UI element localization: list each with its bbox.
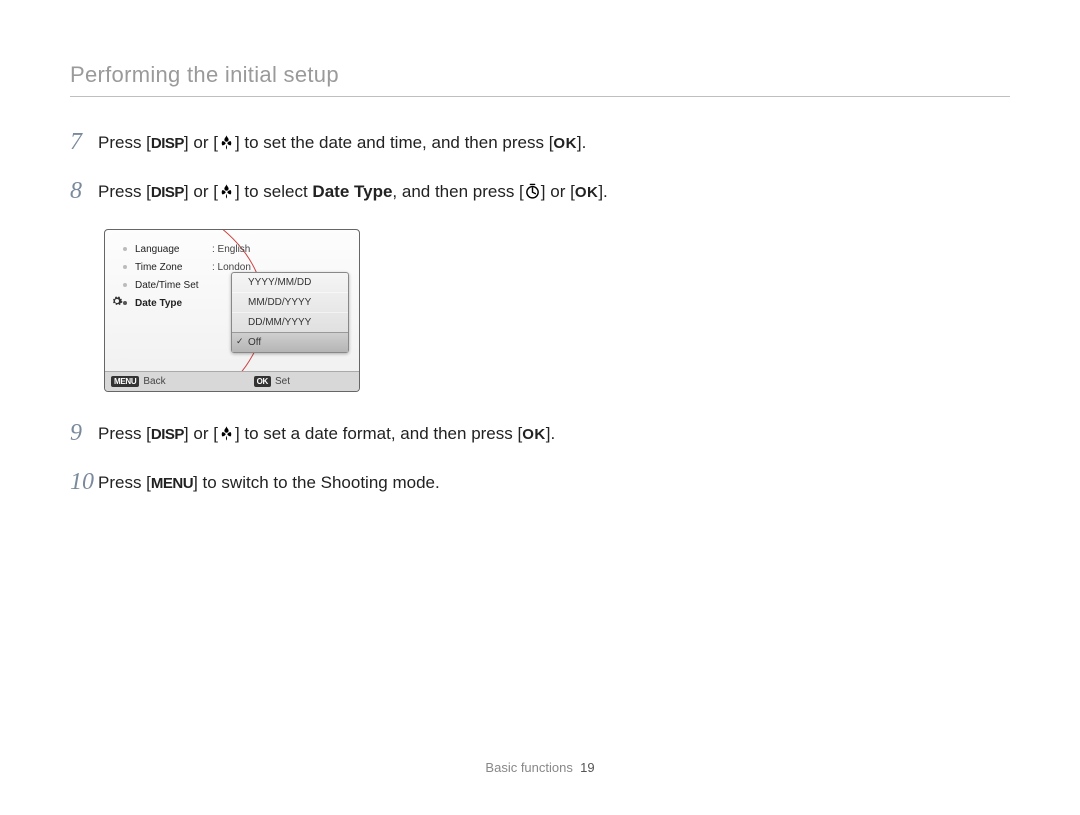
step-body: Press [DISP] or [] to select Date Type, … (98, 180, 608, 207)
popup-option[interactable]: MM/DD/YYYY (232, 292, 348, 312)
gear-icon (111, 294, 123, 312)
footer-page-number: 19 (580, 760, 594, 775)
step-number: 8 (70, 180, 98, 202)
menu-dot-icon (123, 301, 127, 305)
step-10: 10 Press [MENU] to switch to the Shootin… (70, 471, 640, 496)
ok-button-label: OK (522, 423, 546, 447)
step-8: 8 Press [DISP] or [] to select Date Type… (70, 180, 640, 207)
bold-term: Date Type (312, 182, 392, 201)
menu-label: Language (135, 244, 212, 255)
macro-icon (218, 183, 235, 207)
menu-value: : English (212, 244, 250, 255)
page-title: Performing the initial setup (70, 62, 1010, 94)
menu-row-language[interactable]: Language : English (123, 240, 251, 258)
page: Performing the initial setup 7 Press [DI… (0, 0, 1080, 815)
back-label: Back (143, 376, 165, 387)
date-type-popup: YYYY/MM/DD MM/DD/YYYY DD/MM/YYYY Off (231, 272, 349, 353)
popup-option[interactable]: DD/MM/YYYY (232, 312, 348, 332)
page-footer: Basic functions 19 (0, 760, 1080, 775)
step-number: 10 (70, 471, 98, 493)
menu-value: : London (212, 262, 251, 273)
ok-button-label: OK (575, 181, 599, 205)
steps-list: 7 Press [DISP] or [] to set the date and… (70, 131, 640, 496)
macro-icon (218, 425, 235, 449)
step-number: 7 (70, 131, 98, 153)
footer-section: Basic functions (485, 760, 572, 775)
header-rule (70, 96, 1010, 97)
step-number: 9 (70, 422, 98, 444)
step-body: Press [MENU] to switch to the Shooting m… (98, 471, 440, 496)
step-body: Press [DISP] or [] to set the date and t… (98, 131, 586, 158)
step-9: 9 Press [DISP] or [] to set a date forma… (70, 422, 640, 449)
macro-icon (218, 134, 235, 158)
menu-dot-icon (123, 283, 127, 287)
timer-icon (524, 183, 541, 207)
menu-label: Date/Time Set (135, 280, 212, 291)
camera-ui-screenshot: Language : English Time Zone : London Da… (104, 229, 360, 392)
menu-dot-icon (123, 247, 127, 251)
disp-button-label: DISP (151, 181, 184, 205)
step-body: Press [DISP] or [] to set a date format,… (98, 422, 555, 449)
ok-button-icon: OK (254, 376, 271, 387)
popup-option[interactable]: YYYY/MM/DD (232, 273, 348, 292)
ok-button-label: OK (553, 132, 577, 156)
menu-label: Date Type (135, 298, 212, 309)
step-7: 7 Press [DISP] or [] to set the date and… (70, 131, 640, 158)
menu-dot-icon (123, 265, 127, 269)
menu-label: Time Zone (135, 262, 212, 273)
ui-footer-bar: MENU Back OK Set (105, 371, 359, 391)
disp-button-label: DISP (151, 423, 184, 447)
disp-button-label: DISP (151, 132, 184, 156)
menu-button-icon: MENU (111, 376, 139, 387)
popup-option-selected[interactable]: Off (232, 332, 348, 352)
menu-button-label: MENU (151, 472, 193, 496)
set-label: Set (275, 376, 290, 387)
